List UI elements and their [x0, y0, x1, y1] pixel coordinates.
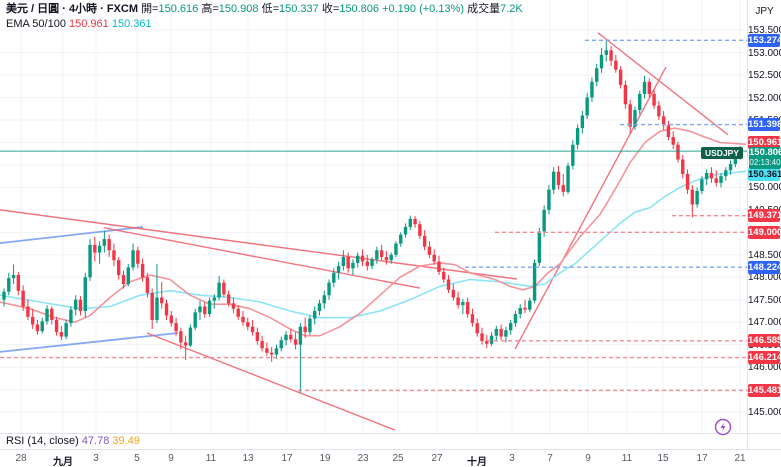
time-tick: 19 [319, 453, 331, 464]
ema-indicator-row: EMA 50/100 150.961 150.361 [6, 18, 523, 31]
time-tick-month: 十月 [467, 457, 487, 467]
price-axis-divider [747, 0, 748, 449]
ohlc-label: 開= [141, 3, 159, 15]
grid [0, 0, 747, 433]
price-tick: 147.000 [748, 317, 781, 329]
bar-countdown: 02:13:40 [749, 158, 781, 168]
price-levels[interactable] [0, 39, 747, 392]
rsi-value-1: 47.78 [81, 435, 110, 447]
pane-divider[interactable] [0, 433, 781, 434]
level-badge-153.274[interactable]: 153.274 [748, 33, 781, 47]
last-price-badge[interactable]: 150.806 02:13:40 [749, 147, 781, 170]
time-tick: 28 [15, 453, 27, 464]
price-tick: 153.000 [748, 47, 781, 59]
time-axis[interactable]: 28 九月 3 5 9 11 13 17 19 23 25 27 十月 3 7 9 11 15 17 21 [0, 450, 781, 467]
level-badge-146.214[interactable]: 146.214 [748, 351, 781, 365]
time-tick: 23 [357, 453, 369, 464]
level-badge-149.000[interactable]: 149.000 [748, 225, 781, 239]
last-price-value: 150.806 [749, 147, 781, 159]
ema50-line[interactable] [0, 127, 747, 337]
ohlc-label: 高= [198, 3, 219, 15]
level-badge-148.224[interactable]: 148.224 [748, 260, 781, 274]
ohlc-value: 150.908 [218, 3, 259, 15]
time-tick: 3 [93, 453, 99, 464]
price-tick: 146.000 [748, 362, 781, 374]
price-chart[interactable] [0, 0, 781, 449]
symbol-row: 美元 / 日圓 · 4小時 · FXCM 開=150.616 高=150.908… [6, 3, 523, 16]
candles [2, 40, 742, 393]
time-tick: 9 [585, 453, 591, 464]
change-value: +0.190 (+0.13%) [382, 3, 465, 15]
time-tick: 17 [696, 453, 708, 464]
rsi-value-2: 39.49 [112, 435, 140, 447]
ohlc-label: 收= [318, 3, 340, 15]
price-tick: 153.500 [748, 25, 781, 37]
volume-label: 成交量 [467, 3, 501, 15]
price-tick: 148.000 [748, 272, 781, 284]
rsi-indicator-label[interactable]: RSI (14, close) [6, 435, 79, 447]
time-tick-month: 九月 [53, 457, 73, 467]
ema100-line[interactable] [0, 170, 747, 319]
level-badge-151.398[interactable]: 151.398 [748, 118, 781, 132]
time-tick: 13 [242, 453, 254, 464]
time-tick: 11 [205, 453, 217, 464]
time-tick: 15 [657, 453, 669, 464]
ema-indicator-label[interactable]: EMA 50/100 [6, 18, 66, 30]
price-tick: 152.000 [748, 92, 781, 104]
price-tick: 145.000 [748, 407, 781, 419]
time-tick: 11 [621, 453, 633, 464]
price-tick: 150.000 [748, 182, 781, 194]
time-tick: 9 [168, 453, 174, 464]
currency-label: JPY [755, 6, 774, 17]
price-tick: 148.500 [748, 249, 781, 261]
level-badge-149.371[interactable]: 149.371 [748, 209, 781, 223]
level-badge-150.961[interactable]: 150.961 [748, 135, 781, 149]
time-tick: 7 [547, 453, 553, 464]
axis-divider [0, 449, 781, 450]
symbol-price-tag[interactable]: USDJPY [701, 147, 744, 160]
ema50-value: 150.961 [69, 18, 109, 30]
ohlc-value: 150.337 [279, 3, 319, 15]
symbol-title[interactable]: 美元 / 日圓 · 4小時 · FXCM [6, 3, 138, 15]
time-tick: 27 [431, 453, 443, 464]
level-badge-150.361[interactable]: 150.361 [748, 167, 781, 181]
rsi-indicator-row: RSI (14, close) 47.78 39.49 [6, 435, 140, 447]
time-tick: 21 [734, 453, 746, 464]
ohlc-values: 開=150.616 高=150.908 低=150.337 收=150.806 [141, 3, 379, 15]
ohlc-label: 低= [258, 3, 279, 15]
trendlines[interactable] [0, 32, 729, 431]
time-tick: 5 [134, 453, 140, 464]
level-badge-145.481[interactable]: 145.481 [748, 383, 781, 397]
time-tick: 25 [392, 453, 404, 464]
ohlc-value: 150.616 [158, 3, 199, 15]
time-tick: 17 [281, 453, 293, 464]
ohlc-value: 150.806 [339, 3, 380, 15]
time-tick: 3 [509, 453, 515, 464]
price-tick: 147.500 [748, 294, 781, 306]
level-badge-146.585[interactable]: 146.585 [748, 334, 781, 348]
volume-value: 7.2K [500, 3, 523, 15]
ema100-value: 150.361 [111, 18, 152, 30]
chart-legend: 美元 / 日圓 · 4小時 · FXCM 開=150.616 高=150.908… [6, 3, 523, 33]
price-axis[interactable]: JPY 145.000145.500146.000146.500147.0001… [748, 0, 781, 449]
price-tick: 152.500 [748, 70, 781, 82]
flash-icon[interactable] [714, 418, 732, 441]
